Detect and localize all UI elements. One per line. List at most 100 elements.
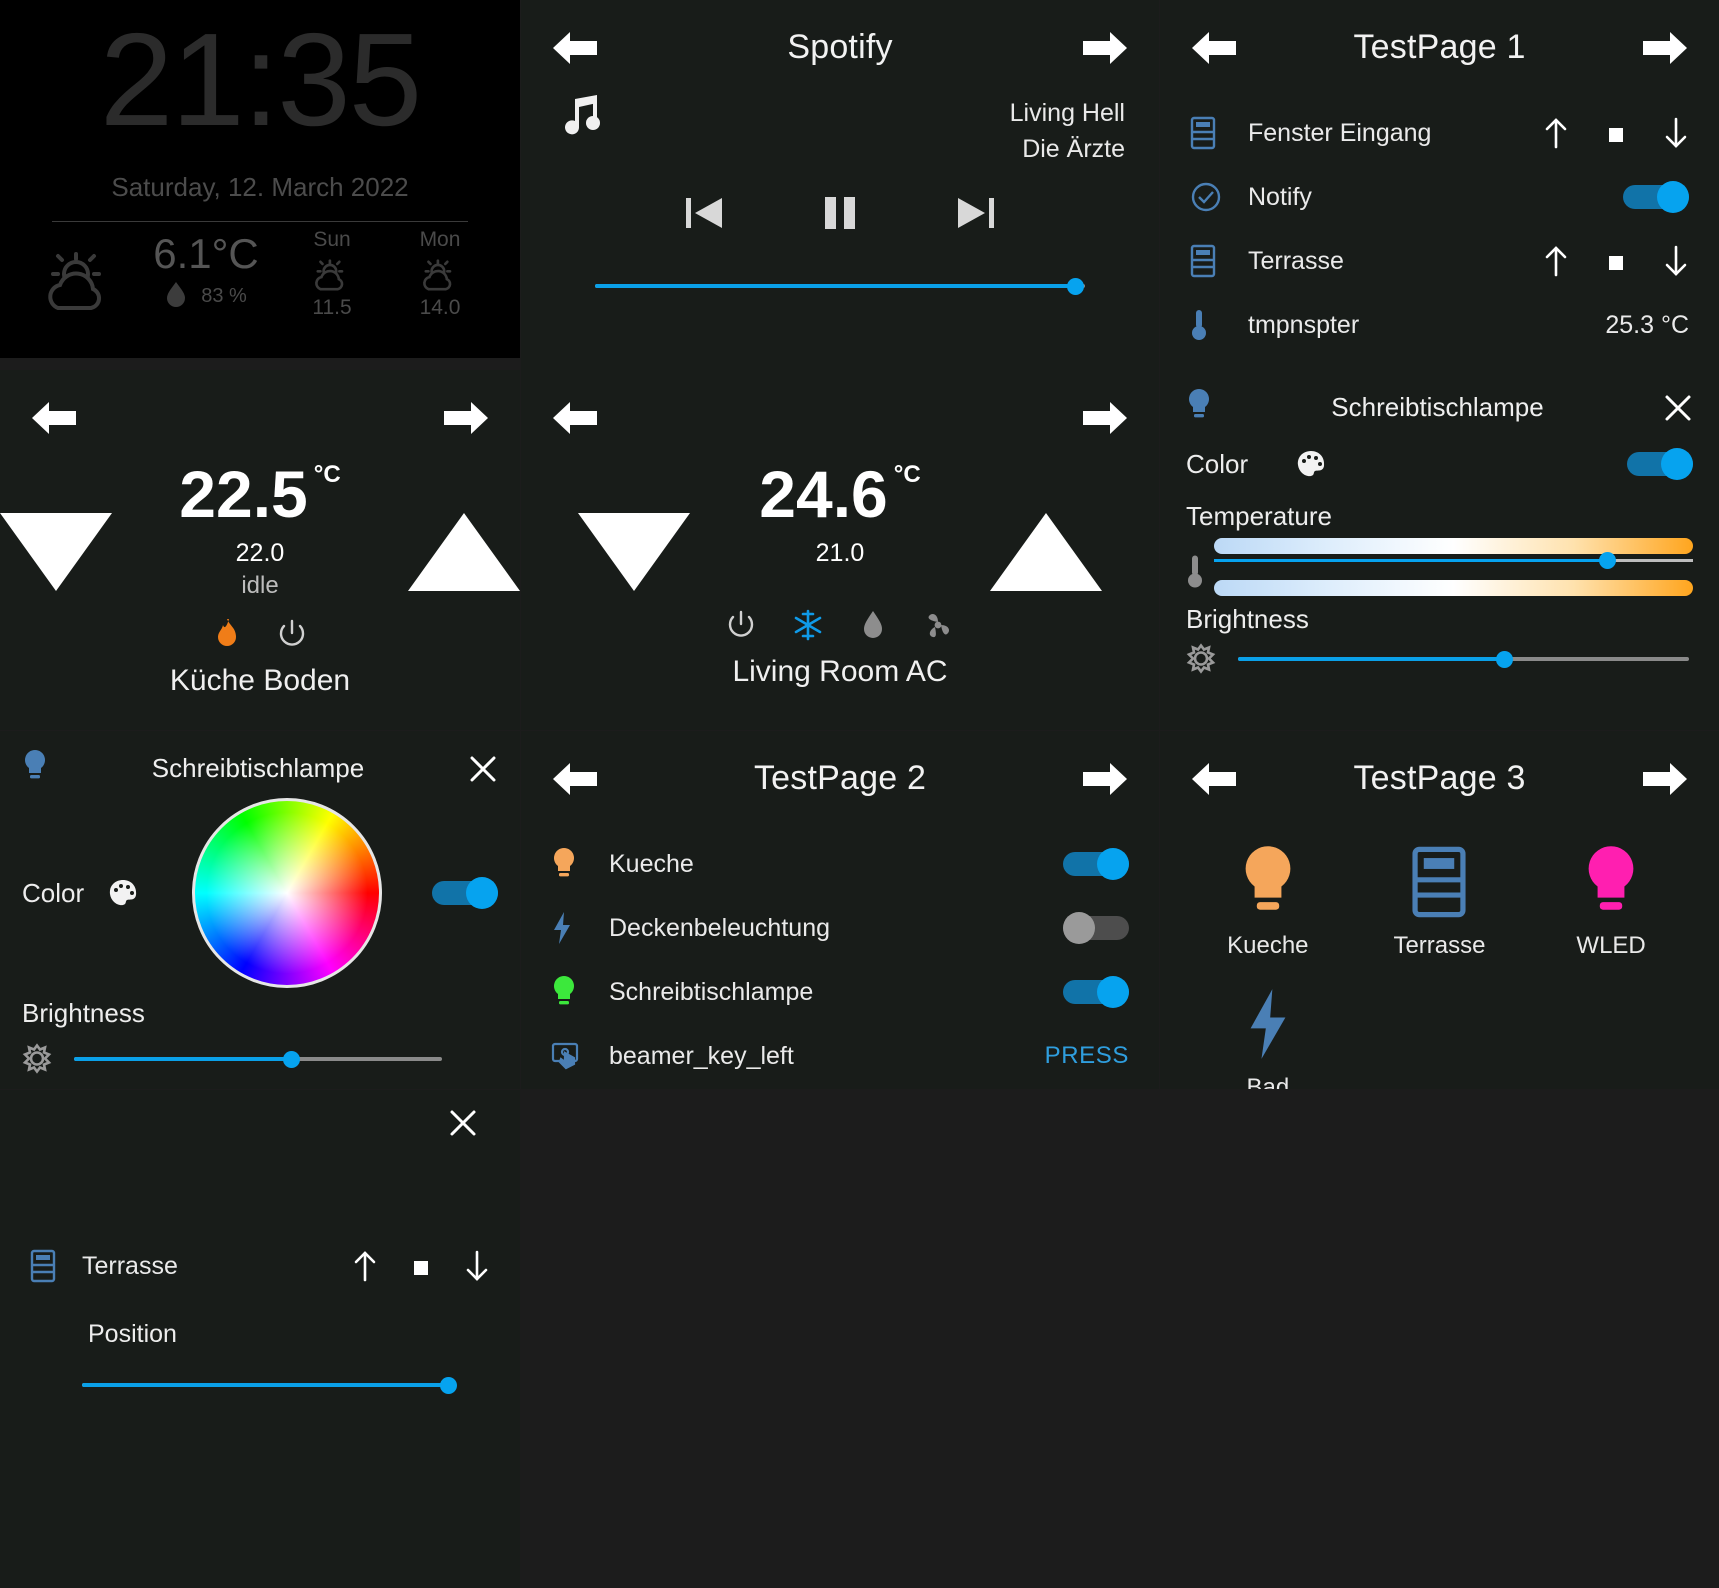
power-icon[interactable] — [278, 618, 306, 650]
palette-icon[interactable] — [108, 879, 138, 907]
tile-kueche[interactable]: Kueche — [1182, 836, 1354, 960]
weather-temperature: 6.1°C — [153, 230, 259, 277]
fan-icon[interactable] — [923, 609, 953, 641]
clock-time: 21:35 — [99, 6, 422, 153]
light-power-toggle[interactable] — [1627, 448, 1693, 480]
arrow-down-icon[interactable] — [1663, 245, 1689, 277]
arrow-left-icon[interactable] — [1192, 29, 1236, 67]
slider-knob[interactable] — [283, 1051, 301, 1068]
testpage2-navbar: TestPage 2 — [521, 731, 1159, 826]
list-item[interactable]: Fenster Eingang — [1190, 101, 1689, 165]
slider-knob[interactable] — [1067, 277, 1085, 295]
thermostat-kueche-boden-panel: 22.5 °C 22.0 idle Küche Boden — [0, 370, 520, 730]
arrow-right-icon[interactable] — [1083, 760, 1127, 798]
list-item[interactable]: Notify — [1190, 165, 1689, 229]
page-title: TestPage 3 — [1353, 759, 1526, 797]
press-button[interactable]: PRESS — [1044, 1042, 1129, 1069]
stop-square-icon[interactable] — [1603, 117, 1629, 149]
list-item[interactable]: Kueche — [551, 832, 1129, 896]
testpage2-panel: TestPage 2 Kueche Deckenbeleuchtung — [521, 731, 1159, 1089]
notify-toggle[interactable] — [1623, 181, 1689, 213]
arrow-up-icon[interactable] — [352, 1250, 378, 1282]
volume-slider[interactable] — [595, 277, 1085, 295]
light-detail-left-panel: Schreibtischlampe Color Brightness — [0, 731, 520, 1089]
thermostat-mode-buttons — [521, 609, 1159, 641]
list-item-label: Fenster Eingang — [1248, 118, 1432, 147]
brightness-slider[interactable] — [1238, 651, 1689, 679]
position-label: Position — [88, 1320, 177, 1348]
arrow-down-icon[interactable] — [464, 1250, 490, 1282]
flame-icon[interactable] — [214, 618, 240, 650]
brightness-slider[interactable] — [74, 1051, 442, 1079]
pause-icon[interactable] — [821, 192, 859, 234]
check-circle-icon — [1190, 181, 1248, 213]
forecast-day-value: 14.0 — [419, 296, 461, 319]
arrow-right-icon[interactable] — [1083, 399, 1127, 437]
skip-next-icon[interactable] — [955, 192, 997, 234]
brightness-label: Brightness — [1186, 604, 1309, 634]
position-slider[interactable] — [82, 1377, 457, 1397]
thermostat-living-room-ac-panel: 24.6 °C 21.0 — [521, 370, 1159, 730]
increase-triangle-icon[interactable] — [408, 513, 520, 591]
weather-humidity: 83 % — [201, 285, 247, 307]
thermostat-name: Küche Boden — [169, 664, 351, 697]
touch-button-icon — [551, 1040, 609, 1072]
arrow-down-icon[interactable] — [1663, 117, 1689, 149]
arrow-right-icon[interactable] — [1643, 29, 1687, 67]
switch-toggle[interactable] — [1063, 848, 1129, 880]
stop-square-icon[interactable] — [408, 1250, 434, 1282]
light-power-toggle[interactable] — [432, 877, 498, 909]
increase-triangle-icon[interactable] — [990, 513, 1102, 591]
list-item[interactable]: Terrasse — [1190, 229, 1689, 293]
list-item[interactable]: Schreibtischlampe — [551, 960, 1129, 1024]
switch-toggle[interactable] — [1063, 976, 1129, 1008]
track-artist: Die Ärzte — [1022, 135, 1125, 164]
light-detail-right-panel: Schreibtischlampe Color Temperature — [1160, 370, 1719, 730]
close-icon[interactable] — [1663, 393, 1693, 423]
slider-knob[interactable] — [1496, 651, 1514, 668]
arrow-left-icon[interactable] — [553, 29, 597, 67]
snowflake-icon[interactable] — [793, 609, 823, 641]
arrow-right-icon[interactable] — [1083, 29, 1127, 67]
decrease-triangle-icon[interactable] — [0, 513, 112, 591]
arrow-right-icon[interactable] — [444, 399, 488, 437]
page-title: TestPage 2 — [753, 759, 927, 797]
close-icon[interactable] — [468, 754, 498, 784]
arrow-left-icon[interactable] — [32, 399, 76, 437]
color-wheel[interactable] — [192, 798, 382, 988]
decrease-triangle-icon[interactable] — [578, 513, 690, 591]
arrow-up-icon[interactable] — [1543, 245, 1569, 277]
arrow-right-icon[interactable] — [1643, 760, 1687, 798]
arrow-left-icon[interactable] — [553, 760, 597, 798]
tile-bad[interactable]: Bad — [1182, 978, 1354, 1089]
lightbulb-icon — [1525, 836, 1697, 928]
slider-knob[interactable] — [1598, 552, 1616, 569]
tile-wled[interactable]: WLED — [1525, 836, 1697, 960]
humidity-icon[interactable] — [861, 609, 885, 641]
list-item[interactable]: beamer_key_left PRESS — [551, 1024, 1129, 1088]
tile-terrasse[interactable]: Terrasse — [1354, 836, 1526, 960]
blinds-icon — [1190, 244, 1248, 278]
arrow-left-icon[interactable] — [1192, 760, 1236, 798]
arrow-up-icon[interactable] — [1543, 117, 1569, 149]
entity-list: Kueche Deckenbeleuchtung Schreibtischlam… — [521, 826, 1159, 1088]
stop-square-icon[interactable] — [1603, 245, 1629, 277]
arrow-left-icon[interactable] — [553, 399, 597, 437]
sensor-value: 25.3 °C — [1605, 310, 1689, 339]
list-item-label: Kueche — [609, 849, 694, 878]
clock-weather-panel: 21:35 Saturday, 12. March 2022 6.1°C — [0, 0, 520, 358]
track-title: Living Hell — [1009, 99, 1125, 127]
color-temperature-slider[interactable] — [1214, 538, 1693, 596]
palette-icon[interactable] — [1296, 450, 1326, 478]
slider-knob[interactable] — [440, 1377, 457, 1394]
close-icon[interactable] — [448, 1108, 478, 1138]
temperature-unit: °C — [313, 461, 341, 488]
list-item[interactable]: Deckenbeleuchtung — [551, 896, 1129, 960]
tile-label: WLED — [1576, 932, 1646, 959]
switch-toggle[interactable] — [1063, 912, 1129, 944]
list-item-label: tmpnspter — [1248, 310, 1360, 339]
thermostat-name: Living Room AC — [732, 655, 948, 688]
power-icon[interactable] — [727, 609, 755, 641]
skip-previous-icon[interactable] — [683, 192, 725, 234]
forecast-day-value: 11.5 — [312, 296, 352, 319]
